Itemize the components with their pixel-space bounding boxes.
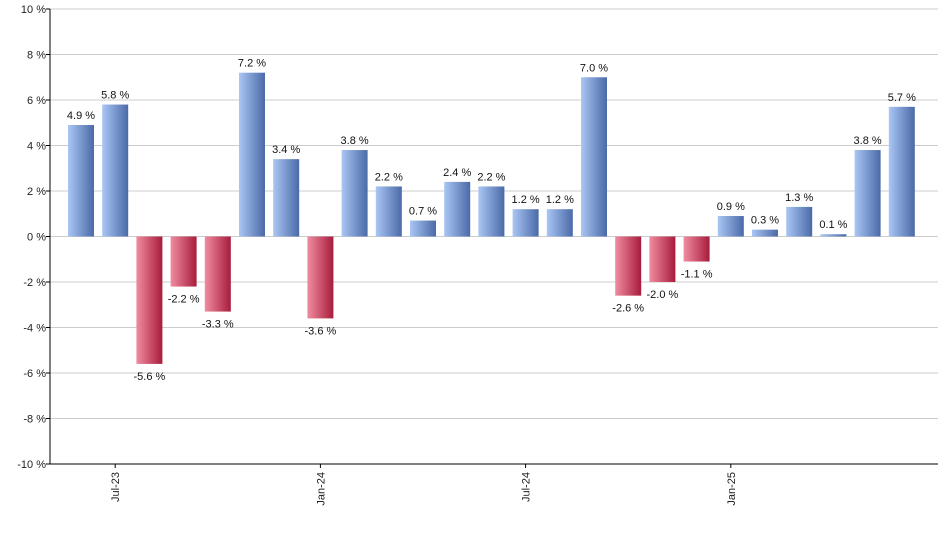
bar-label-18: -1.1 %	[681, 269, 713, 281]
bar-label-23: 3.8 %	[854, 135, 882, 147]
bar-17	[649, 236, 676, 282]
bar-9	[375, 186, 402, 237]
bar-label-13: 1.2 %	[512, 194, 540, 206]
y-tick-label-10: 10 %	[21, 4, 46, 16]
y-tick-label-8: 8 %	[27, 50, 46, 62]
bar-label-2: -5.6 %	[134, 371, 166, 383]
bar-label-16: -2.6 %	[612, 303, 644, 315]
y-tick-label--10: -10 %	[17, 459, 46, 471]
bar-label-3: -2.2 %	[168, 294, 200, 306]
bar-8	[341, 150, 368, 237]
bar-4	[204, 236, 231, 312]
bar-label-22: 0.1 %	[819, 219, 847, 231]
bar-18	[683, 236, 710, 262]
y-tick-label-6: 6 %	[27, 95, 46, 107]
bar-1	[102, 104, 129, 237]
x-tick-label-Jul-24: Jul-24	[521, 472, 533, 502]
bar-19	[717, 216, 744, 237]
bar-label-9: 2.2 %	[375, 171, 403, 183]
bar-5	[239, 72, 265, 237]
bar-16	[615, 236, 642, 296]
bar-6	[273, 159, 300, 237]
x-tick-label-Jan-25: Jan-25	[726, 472, 738, 506]
bar-20	[752, 229, 778, 237]
bar-label-17: -2.0 %	[647, 289, 679, 301]
axes	[49, 9, 938, 465]
y-tick-label-0: 0 %	[27, 232, 46, 244]
x-tick-label-Jan-24: Jan-24	[315, 472, 327, 506]
bar-label-6: 3.4 %	[272, 144, 300, 156]
x-tick-label-Jul-23: Jul-23	[110, 472, 122, 502]
bar-11	[444, 181, 471, 237]
bar-24	[888, 106, 915, 237]
bar-data-labels: 4.9 % 5.8 % -5.6 % -2.2 % -3.3 % 7.2 % 3.4 % -3…	[67, 58, 916, 383]
bar-23	[854, 150, 881, 237]
bar-label-7: -3.6 %	[305, 325, 337, 337]
y-tick-label-4: 4 %	[27, 141, 46, 153]
x-axis-tick-labels: Jul-23 Jan-24 Jul-24 Jan-25	[110, 464, 738, 506]
y-tick-label--2: -2 %	[23, 277, 46, 289]
bar-label-15: 7.0 %	[580, 62, 608, 74]
y-tick-label--4: -4 %	[23, 323, 46, 335]
bar-3	[170, 236, 197, 287]
bar-21	[786, 206, 813, 237]
bar-label-0: 4.9 %	[67, 110, 95, 122]
bar-label-1: 5.8 %	[101, 90, 129, 102]
y-axis-tick-labels: -10 % -8 % -6 % -4 % -2 % 0 % 2 % 4 % 6 % 8 % 10 %	[17, 4, 50, 471]
bar-22	[820, 234, 847, 237]
y-tick-label-2: 2 %	[27, 186, 46, 198]
bar-label-8: 3.8 %	[341, 135, 369, 147]
y-tick-label--6: -6 %	[23, 368, 46, 380]
bar-label-10: 0.7 %	[409, 206, 437, 218]
bar-7	[307, 236, 334, 319]
bar-10	[410, 220, 436, 237]
bar-label-20: 0.3 %	[751, 215, 779, 227]
bar-label-19: 0.9 %	[717, 201, 745, 213]
bar-12	[478, 186, 505, 237]
y-tick-label--8: -8 %	[23, 414, 46, 426]
bar-13	[512, 209, 539, 237]
bar-label-4: -3.3 %	[202, 319, 234, 331]
bar-label-21: 1.3 %	[785, 192, 813, 204]
bars	[68, 72, 915, 364]
bar-label-14: 1.2 %	[546, 194, 574, 206]
bar-label-12: 2.2 %	[477, 171, 505, 183]
bar-2	[136, 236, 163, 364]
bar-label-24: 5.7 %	[888, 92, 916, 104]
bar-label-5: 7.2 %	[238, 58, 266, 70]
bar-label-11: 2.4 %	[443, 167, 471, 179]
bar-0	[68, 125, 94, 237]
bar-15	[581, 77, 607, 237]
bar-14	[546, 209, 573, 237]
